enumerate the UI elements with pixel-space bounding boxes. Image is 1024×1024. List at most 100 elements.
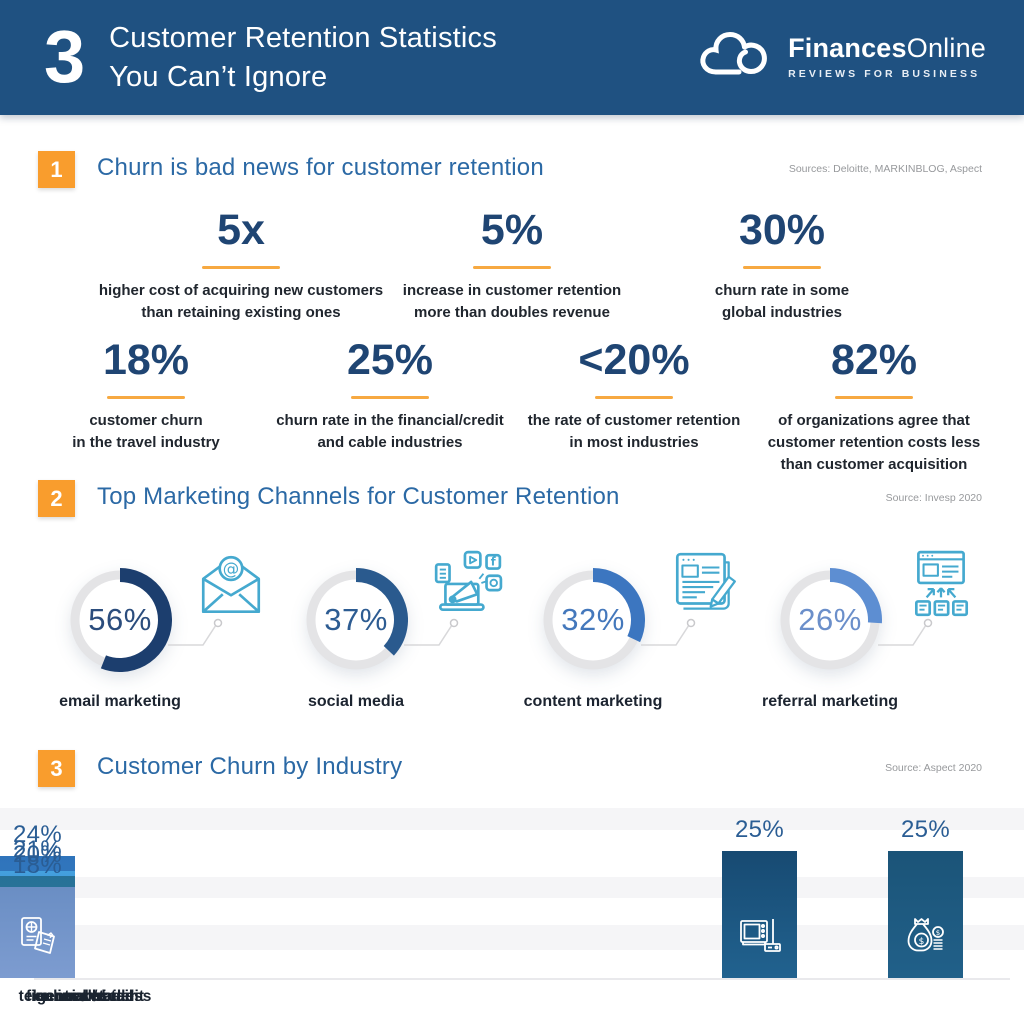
svg-text:@: @: [223, 560, 239, 579]
stat-caption: churn rate in the financial/credit and c…: [276, 412, 504, 451]
brand-name: FinancesOnline: [788, 33, 986, 64]
stat-travel-churn: 18% customer churn in the travel industr…: [46, 336, 246, 454]
stat-financial-churn: 25% churn rate in the financial/credit a…: [265, 336, 515, 454]
section3-header: 3 Customer Churn by Industry Source: Asp…: [0, 750, 1024, 788]
section3-source: Source: Aspect 2020: [885, 762, 982, 774]
orange-underline: [743, 266, 821, 270]
bar-financial-credit: 25% $ $: [888, 816, 963, 978]
header-count: 3: [44, 15, 86, 99]
social-media-icon: f: [430, 548, 504, 627]
bar-value-label: 24%: [13, 821, 62, 848]
header-banner: 3 Customer Retention Statistics You Can’…: [0, 0, 1024, 115]
stat-value: 5x: [217, 206, 265, 254]
bar-value-label: 18%: [13, 852, 62, 879]
connector-line: [164, 616, 224, 657]
orange-underline: [595, 396, 673, 400]
bar-value-label: 25%: [901, 816, 950, 843]
bar-value-label: 25%: [735, 816, 784, 843]
page-title-line2: You Can’t Ignore: [109, 60, 328, 93]
stat-value: <20%: [578, 336, 690, 384]
page-title: Customer Retention Statistics You Can’t …: [109, 19, 497, 96]
stat-caption: the rate of customer retention in most i…: [527, 412, 741, 451]
section3-title: Customer Churn by Industry: [97, 753, 403, 780]
brand-name-light: Online: [906, 33, 986, 63]
section2-header: 2 Top Marketing Channels for Customer Re…: [0, 480, 1024, 518]
bar-value-label: 21%: [13, 836, 62, 863]
bar-rect: $ $: [888, 851, 963, 978]
orange-underline: [202, 266, 280, 270]
bar-category-label: general retail: [36, 988, 134, 1005]
channel-label: social media: [307, 693, 405, 710]
bar-rect: [722, 851, 797, 978]
section1-source: Sources: Deloitte, MARKINBLOG, Aspect: [788, 163, 982, 175]
bar-category-label: travel: [64, 988, 106, 1005]
content-marketing-icon: [667, 548, 741, 627]
marketing-channels-chart: 56% @ email marketing: [0, 546, 1024, 721]
section1-title: Churn is bad news for customer retention: [97, 154, 544, 181]
donut-chart-social: 37%: [304, 568, 408, 672]
bar-travel: 18%: [0, 852, 75, 978]
section1-badge: 1: [38, 151, 75, 188]
orange-underline: [107, 396, 185, 400]
donut-value: 26%: [798, 602, 862, 637]
brand-logo: FinancesOnline REVIEWS FOR BUSINESS: [696, 26, 986, 87]
cable-tv-icon: [736, 912, 784, 965]
donut-value: 37%: [324, 602, 388, 637]
stat-value: 82%: [830, 336, 918, 384]
section2-badge: 2: [38, 480, 75, 517]
stat-acquisition-cost: 5x higher cost of acquiring new customer…: [85, 206, 397, 324]
stat-retention-rate: <20% the rate of customer retention in m…: [514, 336, 754, 454]
svg-text:f: f: [491, 555, 497, 568]
stat-caption: churn rate in some global industries: [714, 282, 850, 321]
channel-referral-marketing: 26% referra: [762, 546, 988, 716]
orange-underline: [473, 266, 551, 270]
section2-title: Top Marketing Channels for Customer Rete…: [97, 483, 620, 510]
channel-label: email marketing: [59, 693, 181, 710]
stat-value: 18%: [102, 336, 190, 384]
stat-cost-agreement: 82% of organizations agree that customer…: [752, 336, 996, 475]
section3-badge: 3: [38, 750, 75, 787]
brand-text: FinancesOnline REVIEWS FOR BUSINESS: [788, 33, 986, 80]
stat-retention-revenue: 5% increase in customer retention more t…: [377, 206, 647, 324]
bar-category-label: cable: [65, 988, 105, 1005]
email-marketing-icon: @: [194, 548, 268, 627]
cloud-logo-icon: [696, 26, 774, 87]
stat-value: 30%: [738, 206, 826, 254]
grid-band: [0, 877, 1024, 898]
brand-tagline: REVIEWS FOR BUSINESS: [788, 68, 981, 80]
channel-email-marketing: 56% @ email marketing: [59, 546, 278, 716]
orange-underline: [835, 396, 913, 400]
channel-label: referral marketing: [761, 693, 899, 710]
stat-caption: increase in customer retention more than…: [402, 282, 622, 321]
donut-chart-referral: 26%: [778, 568, 882, 672]
stat-value: 5%: [480, 206, 544, 254]
channel-social-media: 37% f social media: [304, 546, 514, 716]
bar-category-label: telecom / wireless: [18, 988, 152, 1005]
travel-documents-icon: [14, 912, 62, 965]
bar-value-label: 20%: [13, 841, 62, 868]
svg-text:$: $: [935, 929, 939, 937]
connector-line: [874, 616, 934, 657]
bar-cable: 25%: [722, 816, 797, 978]
donut-chart-email: 56%: [68, 568, 172, 672]
section1-header: 1 Churn is bad news for customer retenti…: [0, 151, 1024, 189]
stat-caption: customer churn in the travel industry: [72, 412, 220, 451]
channel-content-marketing: 32% content marketing: [524, 546, 751, 716]
channel-label: content marketing: [523, 693, 663, 710]
grid-band: [0, 808, 1024, 830]
donut-value: 56%: [88, 602, 152, 637]
stat-caption: of organizations agree that customer ret…: [767, 412, 981, 473]
stat-value: 25%: [346, 336, 434, 384]
donut-value: 32%: [561, 602, 625, 637]
bar-rect: [0, 887, 75, 978]
grid-band: [0, 925, 1024, 950]
svg-text:$: $: [918, 937, 924, 947]
connector-line: [400, 616, 460, 657]
bar-category-label: financial / credit: [25, 988, 144, 1005]
referral-marketing-icon: [904, 548, 978, 627]
page-title-line1: Customer Retention Statistics: [109, 22, 497, 55]
connector-line: [637, 616, 697, 657]
money-bag-icon: $ $: [902, 912, 950, 965]
brand-name-bold: Finances: [788, 33, 907, 63]
